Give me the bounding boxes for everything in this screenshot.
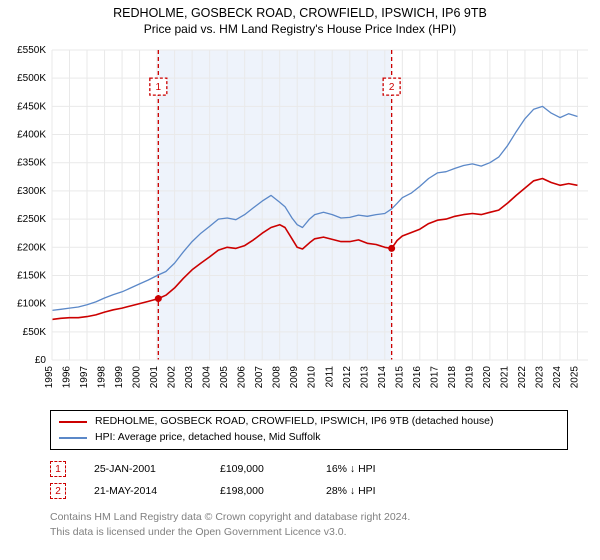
svg-text:£0: £0 bbox=[35, 355, 47, 366]
svg-text:2014: 2014 bbox=[377, 366, 388, 389]
marker-badge-icon: 1 bbox=[50, 461, 66, 477]
line-chart-svg: £0 £50K £100K £150K £200K £250K £300K £350K £400… bbox=[0, 40, 600, 400]
svg-text:2025: 2025 bbox=[569, 366, 580, 389]
svg-text:1995: 1995 bbox=[44, 366, 55, 389]
svg-text:2002: 2002 bbox=[167, 366, 178, 389]
marker-date: 21-MAY-2014 bbox=[94, 485, 214, 497]
svg-text:£100K: £100K bbox=[17, 299, 46, 310]
svg-text:1999: 1999 bbox=[114, 366, 125, 389]
marker-price: £198,000 bbox=[220, 485, 320, 497]
svg-text:1: 1 bbox=[156, 82, 162, 93]
footer-line: Contains HM Land Registry data © Crown c… bbox=[50, 510, 570, 525]
chart-subtitle: Price paid vs. HM Land Registry's House … bbox=[0, 22, 600, 36]
marker-row: 2 21-MAY-2014 £198,000 28% ↓ HPI bbox=[50, 483, 550, 499]
svg-text:2004: 2004 bbox=[202, 366, 213, 389]
markers-table: 1 25-JAN-2001 £109,000 16% ↓ HPI 2 21-MA… bbox=[50, 455, 550, 499]
svg-text:1997: 1997 bbox=[79, 366, 90, 389]
svg-text:1996: 1996 bbox=[62, 366, 73, 389]
legend-label: HPI: Average price, detached house, Mid … bbox=[95, 430, 321, 446]
marker-delta: 28% ↓ HPI bbox=[326, 485, 466, 497]
svg-text:2005: 2005 bbox=[219, 366, 230, 389]
legend-item: REDHOLME, GOSBECK ROAD, CROWFIELD, IPSWI… bbox=[59, 414, 559, 430]
svg-text:2024: 2024 bbox=[552, 366, 563, 389]
chart-titles: REDHOLME, GOSBECK ROAD, CROWFIELD, IPSWI… bbox=[0, 0, 600, 36]
svg-text:£150K: £150K bbox=[17, 270, 46, 281]
svg-text:2019: 2019 bbox=[464, 366, 475, 389]
svg-text:2023: 2023 bbox=[534, 366, 545, 389]
svg-text:2012: 2012 bbox=[342, 366, 353, 389]
svg-text:2011: 2011 bbox=[324, 366, 335, 388]
footer-line: This data is licensed under the Open Gov… bbox=[50, 525, 570, 540]
svg-text:2016: 2016 bbox=[412, 366, 423, 389]
svg-text:2021: 2021 bbox=[499, 366, 510, 389]
svg-text:2009: 2009 bbox=[289, 366, 300, 389]
marker-price: £109,000 bbox=[220, 463, 320, 475]
svg-text:£500K: £500K bbox=[17, 73, 46, 84]
svg-text:£200K: £200K bbox=[17, 242, 46, 253]
legend-label: REDHOLME, GOSBECK ROAD, CROWFIELD, IPSWI… bbox=[95, 414, 494, 430]
svg-text:2007: 2007 bbox=[254, 366, 265, 389]
svg-text:£400K: £400K bbox=[17, 130, 46, 141]
svg-text:2018: 2018 bbox=[447, 366, 458, 389]
legend-swatch-red bbox=[59, 421, 87, 423]
chart-title: REDHOLME, GOSBECK ROAD, CROWFIELD, IPSWI… bbox=[0, 6, 600, 20]
legend-item: HPI: Average price, detached house, Mid … bbox=[59, 430, 559, 446]
marker-row: 1 25-JAN-2001 £109,000 16% ↓ HPI bbox=[50, 461, 550, 477]
svg-text:2013: 2013 bbox=[359, 366, 370, 389]
svg-text:£300K: £300K bbox=[17, 186, 46, 197]
svg-text:2022: 2022 bbox=[517, 366, 528, 389]
marker-date: 25-JAN-2001 bbox=[94, 463, 214, 475]
svg-text:2000: 2000 bbox=[132, 366, 143, 389]
svg-text:£450K: £450K bbox=[17, 101, 46, 112]
svg-text:2006: 2006 bbox=[237, 366, 248, 389]
chart-area: £0 £50K £100K £150K £200K £250K £300K £350K £400… bbox=[0, 40, 600, 400]
svg-text:£250K: £250K bbox=[17, 214, 46, 225]
svg-text:£550K: £550K bbox=[17, 45, 46, 56]
svg-text:2010: 2010 bbox=[307, 366, 318, 389]
svg-text:2020: 2020 bbox=[482, 366, 493, 389]
footer: Contains HM Land Registry data © Crown c… bbox=[50, 510, 570, 539]
marker-badge-icon: 2 bbox=[50, 483, 66, 499]
marker-delta: 16% ↓ HPI bbox=[326, 463, 466, 475]
legend-swatch-blue bbox=[59, 437, 87, 439]
svg-text:2: 2 bbox=[389, 82, 395, 93]
svg-text:2017: 2017 bbox=[429, 366, 440, 389]
svg-text:2008: 2008 bbox=[272, 366, 283, 389]
svg-text:2015: 2015 bbox=[394, 366, 405, 389]
svg-text:1998: 1998 bbox=[97, 366, 108, 389]
svg-text:£50K: £50K bbox=[23, 327, 47, 338]
svg-text:2003: 2003 bbox=[184, 366, 195, 389]
svg-text:£350K: £350K bbox=[17, 158, 46, 169]
legend: REDHOLME, GOSBECK ROAD, CROWFIELD, IPSWI… bbox=[50, 410, 568, 450]
svg-text:2001: 2001 bbox=[149, 366, 160, 389]
